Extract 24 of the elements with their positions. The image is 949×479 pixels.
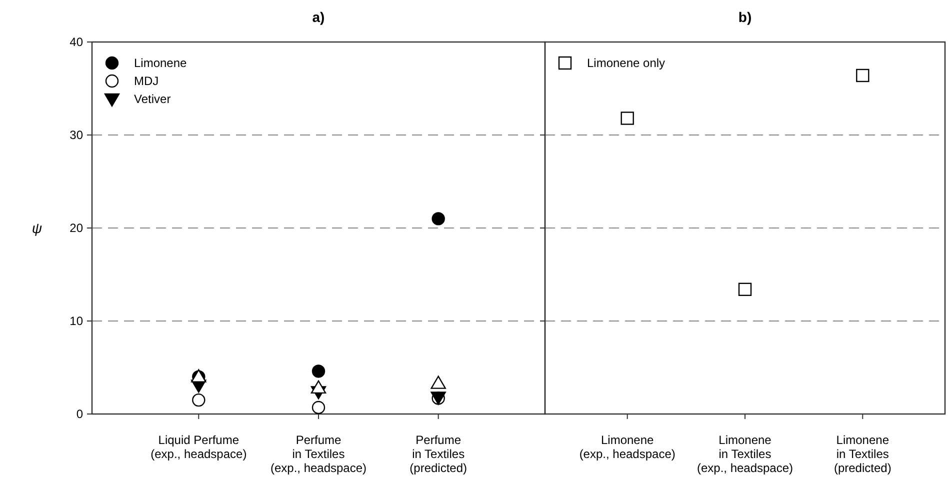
- legend-label: Limonene only: [587, 56, 666, 70]
- x-tick-label: Limonene (exp., headspace): [579, 433, 676, 461]
- point: [312, 364, 326, 378]
- point: [310, 380, 326, 394]
- x-tick-label: Liquid Perfume (exp., headspace): [150, 433, 247, 461]
- point: [312, 400, 326, 414]
- point: [430, 376, 446, 389]
- y-tick-label: 0: [76, 407, 84, 422]
- legend-label: MDJ: [134, 74, 159, 88]
- x-tick-label: Perfume in Textiles (predicted): [410, 433, 468, 475]
- x-tick-label: Perfume in Textiles (exp., headspace): [270, 433, 367, 475]
- point: [192, 393, 206, 407]
- y-tick-label: 30: [70, 128, 84, 142]
- legend-label: Limonene: [134, 56, 188, 70]
- x-tick-label: Limonene in Textiles (exp., headspace): [696, 433, 794, 475]
- x-tick-label: Limonene in Textiles (predicted): [834, 433, 892, 475]
- y-tick-label: 10: [70, 314, 84, 328]
- legend-label: Vetiver: [134, 92, 171, 106]
- y-tick-label: 20: [70, 221, 84, 236]
- point: [432, 212, 445, 226]
- chart-title: a): [312, 9, 325, 25]
- y-axis-title: ψ: [32, 220, 42, 236]
- y-tick-label: 40: [70, 35, 84, 50]
- chart-title: b): [738, 9, 752, 25]
